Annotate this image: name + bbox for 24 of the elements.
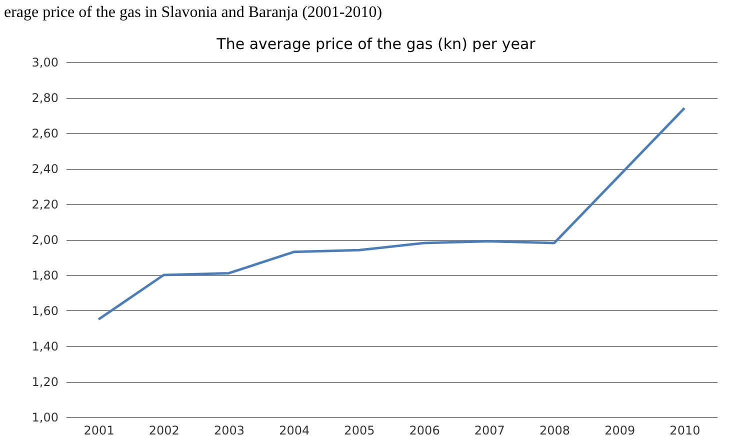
text: erage price of the gas in Slavonia and Baranja (2001-2010)	[4, 4, 382, 21]
y-tick-label: 2,60	[32, 126, 58, 140]
y-tick-label: 2,80	[32, 91, 58, 105]
x-tick-label: 2002	[148, 424, 180, 438]
x-tick-label: 2001	[84, 424, 114, 438]
y-tick-label: 1,40	[32, 340, 58, 354]
y-tick-label: 1,20	[32, 375, 58, 389]
x-tick-label: 2009	[604, 424, 636, 438]
y-tick-label: 1,00	[32, 410, 58, 424]
y-tick-label: 1,60	[32, 304, 58, 318]
y-tick-label: 2,20	[32, 198, 58, 212]
chart-title: The average price of the gas (kn) per year	[216, 35, 536, 53]
x-tick-label: 2005	[344, 424, 375, 438]
x-tick-label: 2008	[539, 424, 570, 438]
line-series	[97, 106, 686, 321]
x-tick-label: 2006	[409, 424, 440, 438]
y-tick-label: 2,40	[32, 162, 58, 176]
y-tick-label: 1,80	[32, 268, 58, 282]
y-tick-label: 2,00	[32, 233, 58, 247]
y-tick-label: 3,00	[32, 56, 58, 70]
x-tick-label: 2007	[474, 424, 505, 438]
x-tick-label: 2010	[670, 424, 700, 438]
x-tick-label: 2004	[279, 424, 310, 438]
x-tick-label: 2003	[214, 424, 245, 438]
